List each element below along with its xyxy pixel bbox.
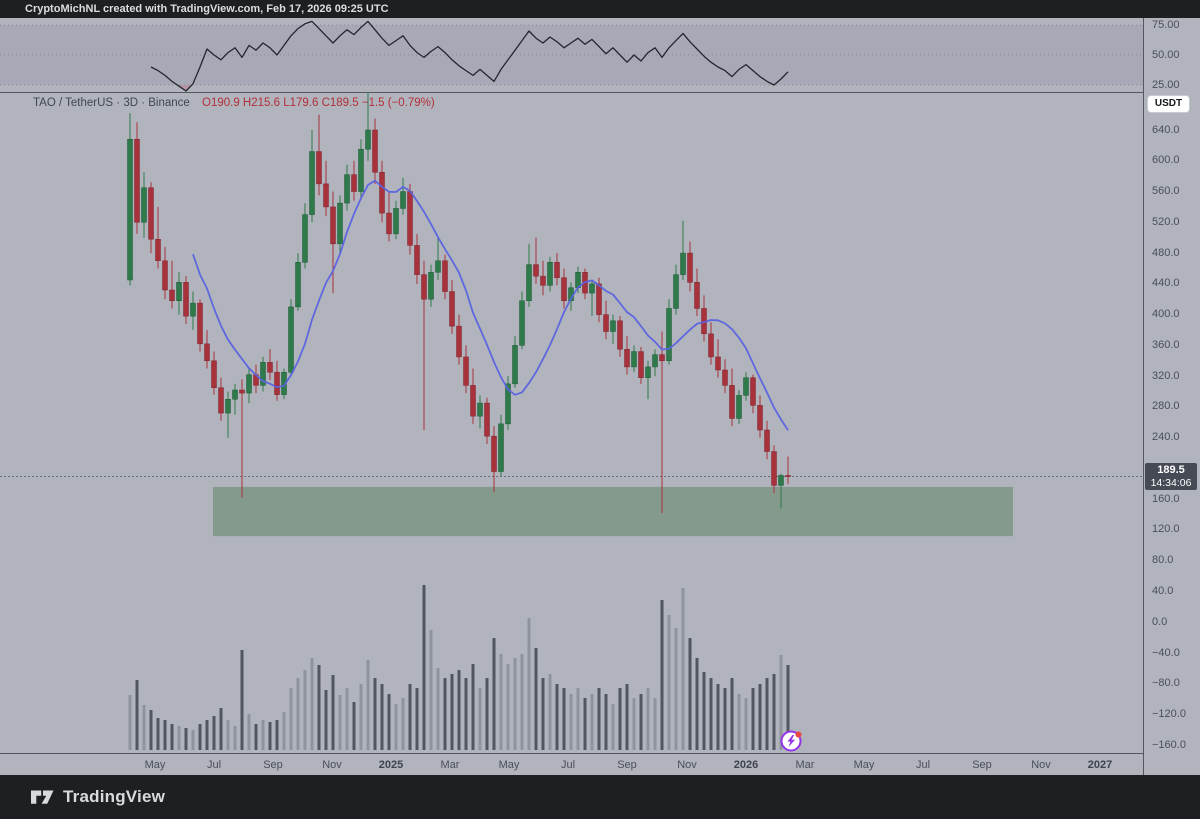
price-scale-label: 520.0 xyxy=(1152,215,1180,228)
bar-countdown: 14:34:06 xyxy=(1150,477,1192,490)
time-tick-label: 2026 xyxy=(733,759,759,771)
tradingview-logo-icon xyxy=(31,790,54,804)
time-tick-label: May xyxy=(853,759,875,771)
currency-button[interactable]: USDT xyxy=(1147,95,1190,113)
time-tick-label: May xyxy=(498,759,520,771)
time-tick-label: Mar xyxy=(795,759,815,771)
price-scale-label: 440.0 xyxy=(1152,277,1180,290)
time-tick-label: Jul xyxy=(206,759,222,771)
rsi-oversold-fill xyxy=(177,85,192,91)
price-pane[interactable] xyxy=(0,92,1143,753)
footer-bar: TradingView xyxy=(0,775,1200,819)
price-scale-label: −80.0 xyxy=(1152,677,1180,690)
attribution-text: CryptoMichNL created with TradingView.co… xyxy=(25,3,389,15)
price-scale-label: −160.0 xyxy=(1152,738,1186,751)
price-scale-label: 360.0 xyxy=(1152,338,1180,351)
support-zone[interactable] xyxy=(213,486,1013,537)
price-scale-label: 120.0 xyxy=(1152,523,1180,536)
tradingview-logo[interactable]: TradingView xyxy=(30,787,165,807)
time-tick-label: Sep xyxy=(617,759,637,771)
ma-line xyxy=(192,179,789,431)
time-tick-label: Jul xyxy=(560,759,576,771)
last-price-value: 189.5 xyxy=(1157,464,1185,477)
price-scale-label: −120.0 xyxy=(1152,708,1186,721)
rsi-line xyxy=(150,20,789,92)
last-price-label: 189.5 14:34:06 xyxy=(1145,463,1197,491)
time-tick-label: Nov xyxy=(1031,759,1051,771)
price-scale-label: −40.0 xyxy=(1152,646,1180,659)
candles xyxy=(127,92,791,514)
price-scale-label: 600.0 xyxy=(1152,154,1180,167)
price-scale[interactable]: USDT 189.5 14:34:06 75.00 50.00 25.00 640.0… xyxy=(1143,18,1200,775)
attribution-bar: CryptoMichNL created with TradingView.co… xyxy=(0,0,1200,18)
rsi-band xyxy=(0,25,1143,85)
price-scale-label: 0.0 xyxy=(1152,615,1168,628)
price-scale-label: 640.0 xyxy=(1152,123,1180,136)
time-tick-label: 2027 xyxy=(1087,759,1113,771)
time-tick-label: Nov xyxy=(677,759,697,771)
price-scale-label: 80.0 xyxy=(1152,554,1174,567)
price-scale-label: 240.0 xyxy=(1152,431,1180,444)
rsi-scale-label: 75.00 xyxy=(1152,18,1180,31)
ohlc-values: O190.9 H215.6 L179.6 C189.5 −1.5 (−0.79%… xyxy=(202,97,435,109)
time-tick-label: Sep xyxy=(972,759,992,771)
brand-text: TradingView xyxy=(63,787,166,806)
time-tick-label: Sep xyxy=(263,759,283,771)
price-scale-label: 320.0 xyxy=(1152,369,1180,382)
time-tick-label: 2025 xyxy=(378,759,404,771)
time-tick-label: Mar xyxy=(440,759,460,771)
flash-event-icon[interactable] xyxy=(780,729,804,753)
price-scale-label: 560.0 xyxy=(1152,185,1180,198)
price-scale-label: 280.0 xyxy=(1152,400,1180,413)
time-tick-label: May xyxy=(144,759,166,771)
time-tick-label: Nov xyxy=(322,759,342,771)
legend: TAO / TetherUS · 3D · Binance O190.9 H21… xyxy=(33,97,435,109)
pane-separator[interactable] xyxy=(0,92,1143,93)
time-scale[interactable]: May Jul Sep Nov 2025 Mar May Jul Sep Nov 2026 Mar Ma… xyxy=(0,753,1143,775)
rsi-scale-label: 25.00 xyxy=(1152,78,1180,91)
price-scale-label: 480.0 xyxy=(1152,246,1180,259)
price-scale-label: 400.0 xyxy=(1152,308,1180,321)
price-scale-label: 160.0 xyxy=(1152,492,1180,505)
price-scale-label: 40.0 xyxy=(1152,585,1174,598)
symbol-title[interactable]: TAO / TetherUS · 3D · Binance xyxy=(33,97,190,109)
volume-bars xyxy=(128,585,790,750)
time-tick-label: Jul xyxy=(915,759,931,771)
rsi-pane[interactable] xyxy=(0,18,1143,92)
chart-area[interactable]: TAO / TetherUS · 3D · Binance O190.9 H21… xyxy=(0,18,1143,775)
rsi-scale-label: 50.00 xyxy=(1152,48,1180,61)
